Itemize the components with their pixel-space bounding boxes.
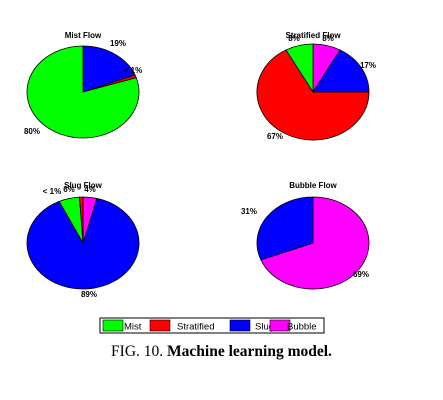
legend-label-bubble: Bubble — [287, 322, 317, 333]
pie-title: Slug Flow — [64, 181, 103, 190]
slice-label-mist: 8% — [288, 34, 300, 43]
pie-slice-stratified — [79, 196, 84, 244]
pie-slice-bubble — [260, 196, 370, 290]
caption-title: Machine learning model. — [167, 343, 332, 360]
pie-title: Stratified Flow — [285, 31, 341, 40]
slice-label-stratified: 67% — [267, 132, 283, 141]
pie-slice-stratified — [256, 49, 370, 141]
pie-slice-slug — [82, 45, 136, 93]
slice-label-mist: 80% — [24, 127, 40, 136]
slice-label-bubble: 69% — [353, 270, 369, 279]
slice-label-slug: 31% — [241, 207, 257, 216]
pie-slice-slug — [26, 197, 140, 290]
slice-label-slug: 19% — [110, 39, 126, 48]
legend-swatch-stratified — [149, 319, 171, 332]
pie-slice-mist — [285, 43, 314, 94]
legend-swatch-mist — [102, 319, 124, 332]
slice-label-slug: 89% — [81, 290, 97, 299]
slice-label-mist: 6% — [63, 185, 75, 194]
legend-label-mist: Mist — [124, 322, 142, 333]
slice-label-stratified: < 1% — [43, 187, 61, 196]
slice-label-slug: 17% — [360, 61, 376, 70]
pie-slice-mist — [26, 45, 140, 139]
slice-label-stratified: < 1% — [124, 66, 142, 75]
pie-slice-slug — [256, 196, 314, 261]
pie-slice-slug — [312, 49, 370, 93]
legend: Mist Stratified Slug Bubble — [99, 317, 325, 334]
pie-title: Bubble Flow — [289, 181, 337, 190]
pie-bubble-flow: Bubble Flow 69% 31% — [241, 181, 370, 290]
slice-label-bubble: 4% — [84, 185, 96, 194]
figure-caption: FIG. 10. Machine learning model. — [0, 343, 443, 361]
pie-title: Mist Flow — [65, 31, 102, 40]
pie-mist-flow: Mist Flow 19% < 1% 80% — [24, 31, 142, 139]
legend-label-stratified: Stratified — [177, 322, 215, 333]
legend-swatch-bubble — [269, 319, 291, 332]
caption-prefix: FIG. 10. — [111, 343, 164, 360]
slice-label-bubble: 8% — [322, 34, 334, 43]
legend-label-slug: Slug — [255, 322, 274, 333]
legend-swatch-slug — [229, 319, 251, 332]
